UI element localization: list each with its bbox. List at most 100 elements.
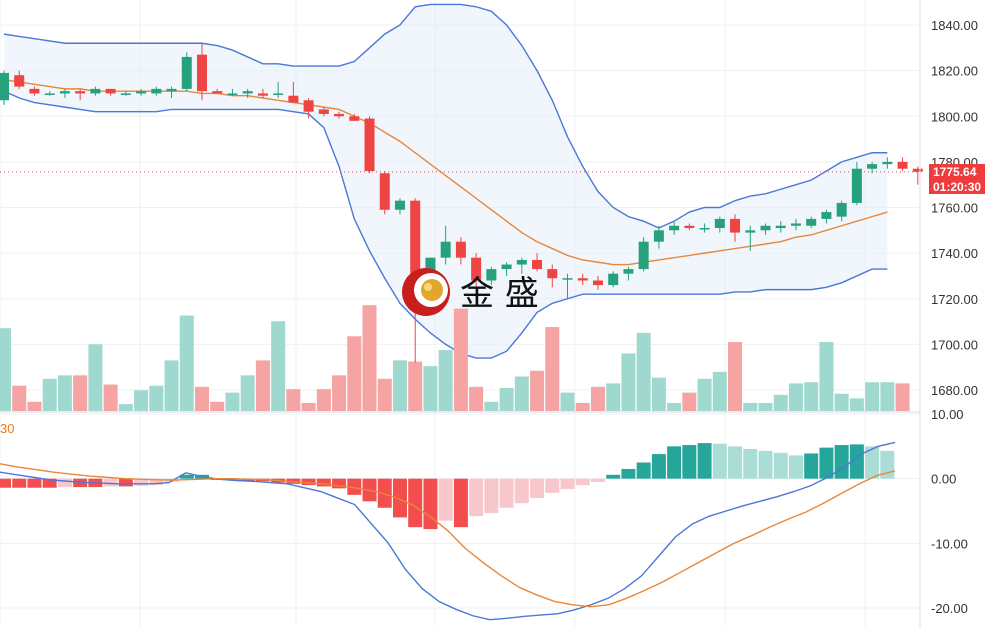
candle-body	[440, 241, 451, 258]
candle-body	[59, 91, 70, 94]
candle	[760, 223, 771, 235]
candle-body	[334, 113, 345, 117]
volume-bar	[286, 389, 301, 411]
macd-histogram-bar	[758, 450, 773, 479]
macd-histogram-bar	[469, 478, 484, 517]
candle-body	[105, 88, 116, 94]
bollinger-lower-line	[3, 90, 888, 359]
macd-histogram-bar	[484, 478, 499, 513]
volume-bar	[392, 360, 407, 411]
candle-body	[14, 75, 25, 87]
macd-histogram-bar	[103, 478, 118, 487]
candle	[181, 52, 192, 92]
candle	[653, 225, 664, 249]
macd-histogram-bar	[332, 478, 347, 489]
candle-body	[547, 269, 558, 279]
volume-bar	[271, 321, 286, 411]
candle	[897, 157, 908, 171]
volume-bar	[210, 401, 225, 411]
macd-histogram-bar	[149, 478, 164, 486]
candle-body	[410, 200, 421, 279]
candle-body	[181, 56, 192, 89]
candle	[257, 88, 268, 98]
volume-bar	[773, 394, 788, 411]
candle	[699, 223, 710, 233]
gold-coin-icon	[402, 268, 450, 316]
candle	[59, 88, 70, 98]
indicator-period-label: 30	[0, 421, 14, 436]
volume-bar	[347, 336, 362, 411]
candle-body	[653, 230, 664, 242]
volume-bar	[590, 386, 605, 411]
volume-bar	[332, 375, 347, 411]
candle	[349, 113, 360, 121]
macd-histogram-bar	[728, 446, 743, 479]
macd-histogram-bar	[773, 452, 788, 479]
volume-bar	[651, 377, 666, 411]
volume-bar	[12, 385, 27, 411]
volume-bar	[0, 328, 11, 411]
candle	[684, 223, 695, 231]
candle	[0, 70, 9, 105]
volume-bar	[530, 370, 545, 411]
volume-bar	[880, 382, 895, 411]
candle-body	[120, 93, 131, 95]
macd-histogram-bar	[606, 474, 621, 479]
macd-line	[0, 441, 896, 621]
candle-body	[851, 168, 862, 203]
macd-histogram-bar	[453, 478, 468, 528]
volume-bar	[255, 360, 270, 411]
candle	[471, 253, 482, 288]
price-tick-label: 1740.00	[931, 246, 978, 261]
candle	[623, 266, 634, 281]
candle	[730, 214, 741, 242]
volume-bar	[545, 327, 560, 411]
candle	[196, 43, 207, 101]
candle	[669, 221, 680, 235]
candle-body	[486, 269, 497, 281]
volume-bar	[865, 382, 880, 411]
candle	[608, 271, 619, 288]
candle	[638, 237, 649, 272]
candle-body	[714, 218, 725, 229]
candle-body	[669, 225, 680, 231]
candle	[318, 107, 329, 117]
candle-body	[638, 241, 649, 270]
macd-histogram-bar	[118, 478, 133, 487]
macd-panel	[0, 441, 896, 621]
volume-bar	[606, 383, 621, 411]
volume-bar	[301, 402, 316, 411]
price-tick-label: 1760.00	[931, 201, 978, 216]
price-tick-label: 1820.00	[931, 64, 978, 79]
candlesticks	[0, 43, 923, 363]
candle	[486, 266, 497, 286]
volume-bar	[423, 366, 438, 411]
candle-body	[562, 278, 573, 280]
volume-bar	[438, 350, 453, 411]
candle	[136, 88, 147, 96]
macd-histogram-bar	[499, 478, 514, 508]
volume-bar	[469, 386, 484, 411]
candle	[75, 88, 86, 101]
candle-body	[303, 100, 314, 112]
volume-bar	[118, 404, 133, 411]
macd-histogram-bar	[545, 478, 560, 493]
candle	[151, 86, 162, 96]
price-tick-label: 1680.00	[931, 383, 978, 398]
macd-histogram-bar	[42, 478, 57, 488]
candle-body	[867, 164, 878, 169]
macd-histogram-bar	[621, 468, 636, 479]
volume-bar	[895, 383, 910, 411]
candle-body	[790, 223, 801, 226]
macd-histogram-bar	[788, 455, 803, 479]
macd-histogram-bar	[530, 478, 545, 499]
candle-body	[760, 225, 771, 231]
volume-bar	[514, 376, 529, 411]
candle-body	[836, 202, 847, 217]
candle-body	[699, 228, 710, 230]
volume-bar	[164, 360, 179, 411]
candle-body	[912, 168, 923, 172]
macd-histogram-bar	[560, 478, 575, 490]
